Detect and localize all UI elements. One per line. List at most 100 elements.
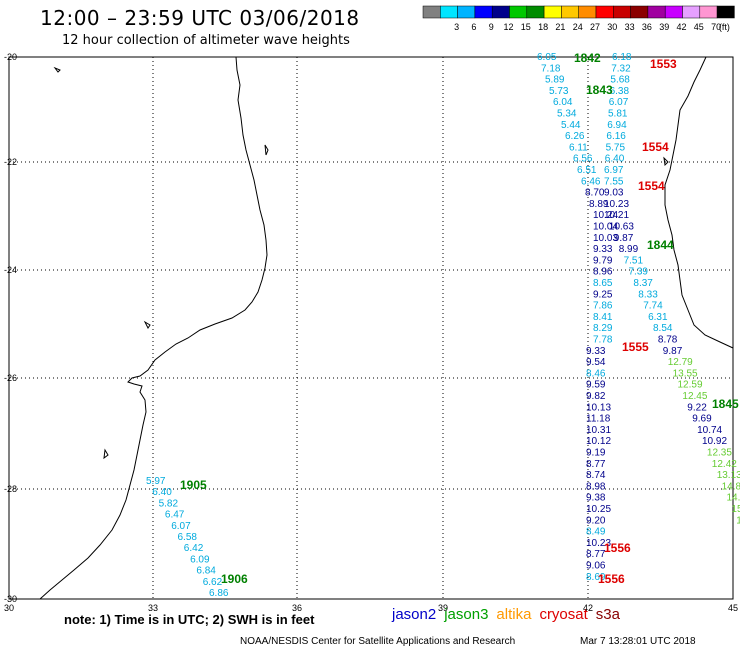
- wave-height-label: 10.23: [586, 538, 611, 549]
- wave-height-label: 6.40: [152, 487, 172, 498]
- pass-time-label: 1843: [586, 83, 613, 97]
- scale-unit: (ft): [719, 22, 730, 32]
- pass-time-label: 1556: [598, 572, 625, 586]
- wave-height-label: 5.44: [561, 120, 581, 131]
- wave-height-label: 6.97: [604, 165, 624, 176]
- scale-swatch: [716, 5, 735, 19]
- wave-height-label: 7.39: [629, 267, 649, 278]
- latitude-labels: -20 -22 -24 -26 -28 -30: [4, 52, 17, 604]
- wave-height-label: 6.47: [165, 510, 185, 521]
- wave-height-label: 5.75: [606, 142, 626, 153]
- footnote: note: 1) Time is in UTC; 2) SWH is in fe…: [64, 612, 315, 627]
- color-scale: 3 6 9 12 15 18 21 24 27 30 33 36 39 42 45 70(ft): [422, 5, 735, 32]
- wave-height-label: 14.32: [727, 493, 740, 504]
- coastline: [39, 56, 734, 600]
- lon-label: 42: [583, 603, 593, 613]
- pass-time-label: 1553: [650, 57, 677, 71]
- wave-height-label: 8.70: [585, 188, 605, 199]
- lon-label: 30: [4, 603, 14, 613]
- wave-height-label: 12.79: [668, 357, 693, 368]
- wave-height-label: 11.18: [586, 414, 611, 425]
- pass-time-label: 1554: [638, 179, 665, 193]
- wave-height-label: 6.31: [648, 312, 668, 323]
- wave-height-label: 5.89: [545, 75, 565, 86]
- wave-height-label: 6.07: [609, 97, 629, 108]
- wave-height-label: 10.31: [586, 425, 611, 436]
- scale-tick-label: 36: [642, 22, 652, 32]
- lon-label: 33: [148, 603, 158, 613]
- wave-height-label: 8.77: [586, 549, 606, 560]
- wave-height-label: 10.92: [702, 436, 727, 447]
- satellite-legend: jason2 jason3 altika cryosat s3a: [392, 606, 628, 623]
- wave-height-label: 5.81: [608, 109, 628, 120]
- wave-height-label: 8.78: [658, 335, 678, 346]
- wave-height-label: 6.62: [203, 577, 223, 588]
- lat-label: -26: [4, 373, 17, 383]
- wave-height-label: 13.13: [717, 470, 740, 481]
- pass-time-label: 1906: [221, 572, 248, 586]
- lat-label: -30: [4, 594, 17, 604]
- wave-height-label: 6.46: [581, 176, 601, 187]
- scale-tick-label: 42: [676, 22, 686, 32]
- wave-height-label: 8.74: [586, 470, 606, 481]
- scale-tick-label: 12: [503, 22, 513, 32]
- legend-item-cryosat: cryosat: [539, 606, 588, 623]
- satellite-tracks: 6.057.185.895.736.045.345.446.266.116.56…: [146, 52, 740, 599]
- wave-height-label: 6.86: [209, 588, 229, 599]
- wave-height-label: 10.12: [586, 436, 611, 447]
- scale-tick-label: 30: [607, 22, 617, 32]
- wave-height-label: 6.58: [178, 532, 198, 543]
- wave-height-label: 9.33: [593, 244, 613, 255]
- scale-tick-label: 33: [625, 22, 635, 32]
- wave-height-label: 5.97: [146, 476, 166, 487]
- wave-height-label: 7.32: [611, 63, 631, 74]
- scale-tick-label: 39: [659, 22, 669, 32]
- wave-height-label: 6.16: [606, 131, 626, 142]
- wave-height-label: 8.46: [586, 368, 606, 379]
- scale-tick-label: 21: [555, 22, 565, 32]
- wave-height-label: 9.59: [586, 380, 606, 391]
- scale-tick-label: 27: [590, 22, 600, 32]
- wave-height-label: 6.51: [577, 165, 597, 176]
- longitude-labels: 30 33 36 39 42 45: [4, 603, 738, 613]
- pass-time-label: 1844: [647, 238, 674, 252]
- scale-tick-label: 6: [471, 22, 476, 32]
- wave-height-label: 8.54: [653, 323, 673, 334]
- map-frame: [8, 56, 734, 600]
- wave-height-label: 5.68: [610, 75, 630, 86]
- scale-tick-label: 15: [521, 22, 531, 32]
- lon-label: 45: [728, 603, 738, 613]
- wave-height-label: 5.82: [159, 498, 179, 509]
- wave-height-label: 8.96: [593, 267, 613, 278]
- lat-label: -24: [4, 265, 17, 275]
- wave-height-label: 5.73: [549, 86, 569, 97]
- wave-height-label: 8.69: [586, 572, 606, 583]
- wave-height-label: 7.18: [541, 63, 561, 74]
- wave-height-label: 10.13: [586, 402, 611, 413]
- wave-height-label: 6.18: [612, 52, 632, 63]
- wave-height-label: 5.34: [557, 109, 577, 120]
- wave-height-label: 7.74: [643, 301, 663, 312]
- wave-height-label: 9.87: [663, 346, 683, 357]
- legend-item-altika: altika: [496, 606, 532, 623]
- wave-height-label: 7.86: [593, 301, 613, 312]
- lat-label: -20: [4, 52, 17, 62]
- pass-time-label: 1842: [574, 51, 601, 65]
- wave-height-label: 9.22: [687, 402, 707, 413]
- legend-item-s3a: s3a: [595, 606, 620, 623]
- wave-height-label: 8.99: [619, 244, 639, 255]
- wave-height-label: 12.35: [707, 448, 732, 459]
- scale-tick-label: 18: [538, 22, 548, 32]
- wave-height-label: 9.82: [586, 391, 606, 402]
- wave-height-label: 10.03: [593, 233, 618, 244]
- wave-height-label: 12.45: [682, 391, 707, 402]
- wave-height-label: 9.20: [586, 515, 606, 526]
- wave-height-label: 6.38: [610, 86, 630, 97]
- wave-height-label: 8.65: [593, 278, 613, 289]
- wave-height-label: 6.42: [184, 543, 204, 554]
- wave-height-label: 6.09: [190, 554, 210, 565]
- wave-height-label: 8.98: [586, 481, 606, 492]
- wave-height-label: 8.37: [633, 278, 653, 289]
- wave-height-label: 14: [736, 515, 740, 526]
